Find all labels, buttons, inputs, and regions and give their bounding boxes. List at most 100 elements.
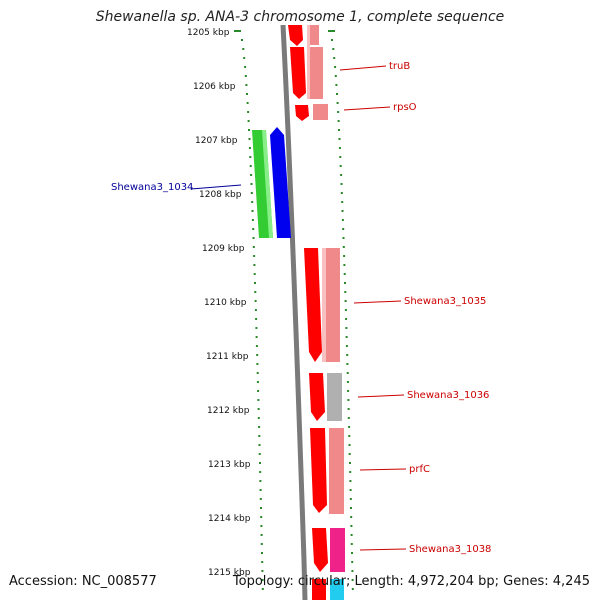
tick-mark	[261, 579, 264, 581]
tick-mark	[338, 138, 341, 140]
gene-prfC[interactable]	[310, 428, 344, 514]
gene-bottom-red	[312, 579, 326, 600]
tick-mark	[247, 120, 250, 122]
tick-labels: 1205 kbp 1206 kbp 1207 kbp 1208 kbp 1209…	[187, 28, 251, 578]
gene-arrow	[304, 248, 322, 362]
tick-mark	[345, 345, 348, 347]
tick-mark	[246, 102, 249, 104]
tick-mark	[247, 111, 250, 113]
tick-mark	[251, 219, 254, 221]
tick-mark	[331, 39, 333, 41]
tick-mark	[343, 273, 346, 275]
gene-Shewana3_1038[interactable]	[312, 528, 345, 600]
tick-mark	[351, 588, 354, 590]
tick-mark	[259, 471, 262, 473]
tick-mark	[249, 156, 252, 158]
tick-mark	[350, 543, 353, 545]
gene-shadow-gray	[327, 373, 342, 421]
tick-mark	[256, 381, 259, 383]
tick-mark	[346, 381, 349, 383]
gene-label-rpsO: rpsO	[393, 102, 417, 113]
tick-mark	[343, 255, 346, 257]
gene-rpsO[interactable]	[295, 104, 328, 121]
tick-mark	[261, 570, 264, 572]
tick-label: 1213 kbp	[208, 460, 251, 470]
gene-Shewana3_1034[interactable]	[252, 127, 291, 238]
tick-mark	[253, 273, 256, 275]
tick-mark	[260, 507, 262, 509]
tick-mark	[351, 579, 354, 581]
tick-mark	[345, 327, 348, 329]
tick-mark	[351, 552, 353, 554]
tick-mark	[348, 426, 351, 428]
tick-mark	[333, 57, 336, 59]
tick-mark	[328, 30, 335, 32]
tick-mark	[339, 165, 342, 167]
gene-shadow	[329, 428, 344, 514]
tick-mark	[347, 417, 350, 419]
tick-mark	[257, 417, 260, 419]
tick-mark	[249, 165, 252, 167]
gene-truB[interactable]	[288, 25, 323, 99]
tick-mark	[341, 210, 344, 212]
tick-mark	[245, 84, 248, 86]
tick-mark	[341, 201, 344, 203]
tick-mark	[256, 372, 259, 374]
tick-mark	[243, 57, 246, 59]
tick-mark	[253, 255, 256, 257]
gene-label-Shewana3_1034: Shewana3_1034	[111, 182, 193, 193]
tick-mark	[246, 93, 248, 95]
map-title: Shewanella sp. ANA-3 chromosome 1, compl…	[95, 9, 505, 25]
tick-mark	[347, 408, 350, 410]
tick-mark	[248, 129, 250, 131]
tick-mark	[257, 399, 260, 401]
tick-mark	[259, 489, 262, 491]
gene-arrow-green-highlight	[262, 130, 273, 238]
tick-mark	[343, 264, 346, 266]
tick-mark	[337, 120, 340, 122]
tick-label: 1214 kbp	[208, 514, 251, 524]
tick-mark	[254, 300, 257, 302]
tick-mark	[260, 543, 263, 545]
tick-mark	[254, 309, 257, 311]
tick-mark	[339, 156, 342, 158]
tick-mark	[350, 534, 353, 536]
tick-mark	[257, 408, 260, 410]
tick-mark	[349, 498, 352, 500]
tick-mark	[340, 174, 343, 176]
tick-label: 1208 kbp	[199, 190, 242, 200]
gene-label-Shewana3_1038: Shewana3_1038	[409, 544, 491, 555]
tick-label: 1205 kbp	[187, 28, 230, 38]
gene-shadow	[309, 47, 323, 99]
tick-label: 1209 kbp	[202, 244, 245, 254]
tick-label: 1212 kbp	[207, 406, 250, 416]
tick-mark	[260, 534, 263, 536]
tick-mark	[251, 210, 254, 212]
tick-mark	[261, 552, 263, 554]
gene-shadow-edge	[322, 248, 326, 362]
tick-mark	[244, 66, 247, 68]
gene-Shewana3_1036[interactable]	[309, 373, 342, 421]
tick-mark	[335, 84, 338, 86]
tick-mark	[345, 318, 348, 320]
gene-shadow-magenta	[330, 528, 345, 572]
tick-mark	[349, 462, 351, 464]
chromosome-backbone	[280, 24, 308, 600]
tick-mark	[255, 318, 258, 320]
tick-mark	[349, 471, 352, 473]
tick-mark	[332, 48, 335, 50]
gene-bottom-cyan	[330, 579, 344, 600]
accession-text: Accession: NC_008577	[9, 574, 157, 589]
tick-mark	[348, 453, 351, 455]
tick-mark	[258, 435, 261, 437]
tick-mark	[261, 561, 264, 563]
gene-labels: truB rpsO Shewana3_1034 Shewana3_1035 Sh…	[111, 61, 491, 555]
tick-mark	[347, 399, 350, 401]
tick-mark	[234, 30, 241, 32]
tick-mark	[348, 444, 351, 446]
tick-mark	[334, 75, 337, 77]
tick-mark	[351, 561, 354, 563]
tick-mark	[346, 354, 349, 356]
gene-Shewana3_1035[interactable]	[304, 248, 340, 362]
